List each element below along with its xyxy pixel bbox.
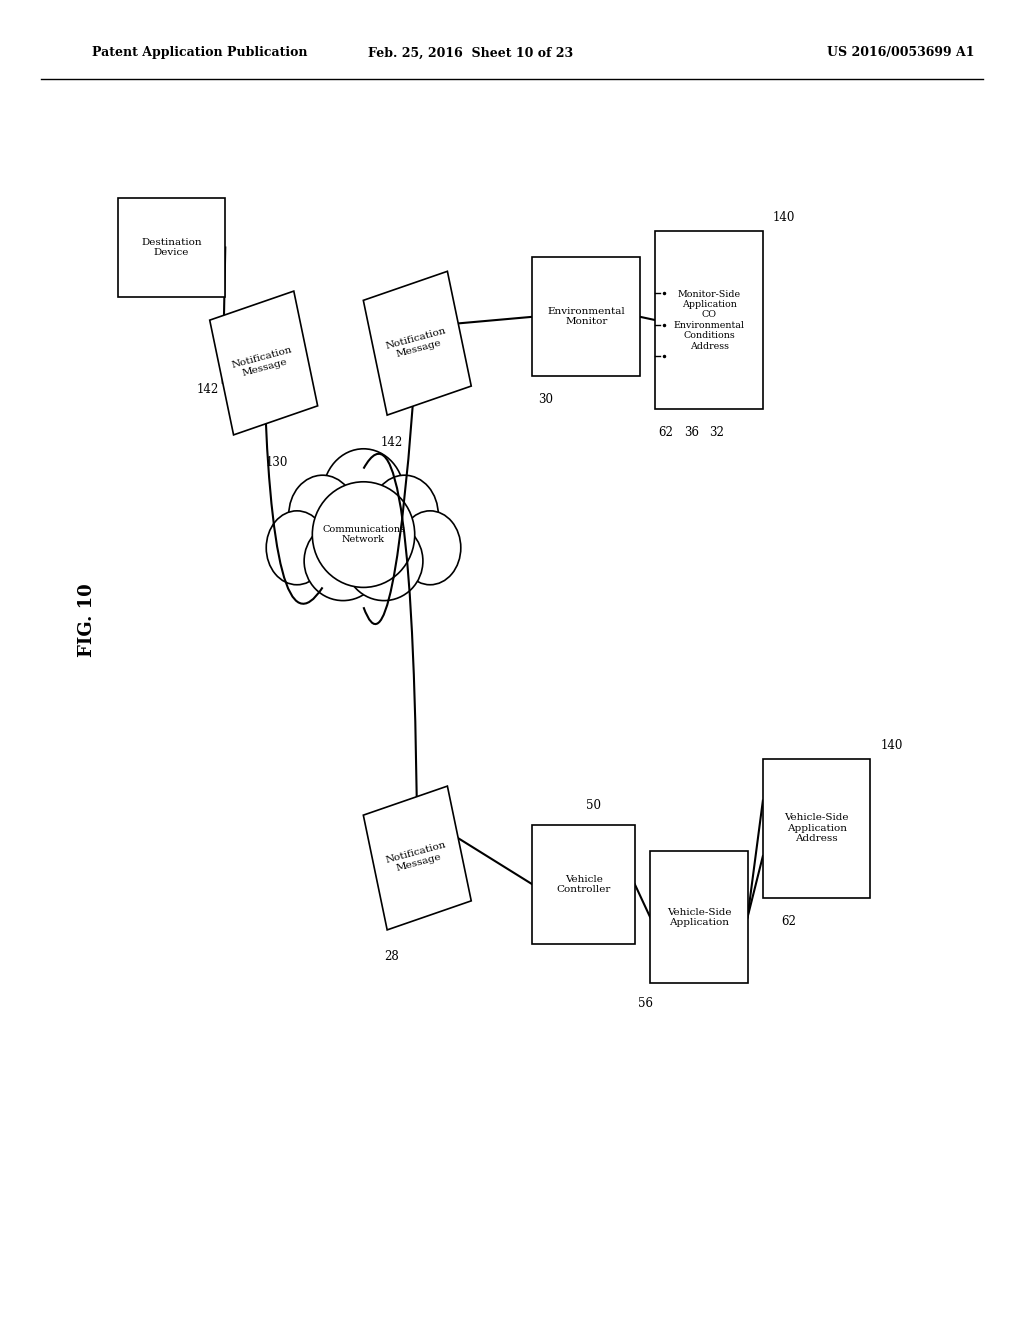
Text: 62: 62 (658, 426, 673, 440)
Ellipse shape (399, 511, 461, 585)
Text: Notification
Message: Notification Message (385, 326, 450, 360)
Text: Vehicle
Controller: Vehicle Controller (556, 875, 611, 894)
Text: 140: 140 (881, 739, 903, 752)
Text: Vehicle-Side
Application
Address: Vehicle-Side Application Address (784, 813, 849, 843)
Text: 36: 36 (684, 426, 698, 440)
Ellipse shape (345, 521, 423, 601)
Ellipse shape (289, 475, 356, 554)
Ellipse shape (371, 475, 438, 554)
FancyBboxPatch shape (532, 257, 640, 376)
FancyBboxPatch shape (210, 292, 317, 434)
Text: 50: 50 (587, 799, 601, 812)
Text: 30: 30 (538, 393, 553, 407)
Text: US 2016/0053699 A1: US 2016/0053699 A1 (827, 46, 975, 59)
FancyBboxPatch shape (650, 851, 748, 983)
Ellipse shape (304, 521, 382, 601)
Text: 142: 142 (381, 436, 402, 449)
Text: 32: 32 (710, 426, 724, 440)
FancyBboxPatch shape (118, 198, 225, 297)
FancyBboxPatch shape (763, 759, 870, 898)
Ellipse shape (323, 449, 404, 541)
Text: 130: 130 (265, 455, 288, 469)
Text: Monitor-Side
Application
CO
Environmental
Conditions
Address: Monitor-Side Application CO Environmenta… (674, 289, 744, 351)
Text: Notification
Message: Notification Message (231, 346, 296, 380)
FancyBboxPatch shape (364, 272, 471, 414)
Text: 62: 62 (781, 915, 796, 928)
Text: Environmental
Monitor: Environmental Monitor (548, 308, 625, 326)
Text: Vehicle-Side
Application: Vehicle-Side Application (667, 908, 731, 927)
Text: FIG. 10: FIG. 10 (78, 583, 96, 657)
FancyBboxPatch shape (532, 825, 635, 944)
FancyBboxPatch shape (655, 231, 763, 409)
Text: Destination
Device: Destination Device (141, 238, 202, 257)
Ellipse shape (312, 482, 415, 587)
FancyBboxPatch shape (364, 787, 471, 929)
Text: Patent Application Publication: Patent Application Publication (92, 46, 307, 59)
Text: 142: 142 (197, 383, 218, 396)
Text: Notification
Message: Notification Message (385, 841, 450, 875)
Text: Feb. 25, 2016  Sheet 10 of 23: Feb. 25, 2016 Sheet 10 of 23 (369, 46, 573, 59)
Text: Communications
Network: Communications Network (322, 525, 406, 544)
Text: 140: 140 (773, 211, 796, 224)
Text: 56: 56 (638, 997, 652, 1010)
Ellipse shape (266, 511, 328, 585)
Text: 28: 28 (384, 950, 399, 964)
